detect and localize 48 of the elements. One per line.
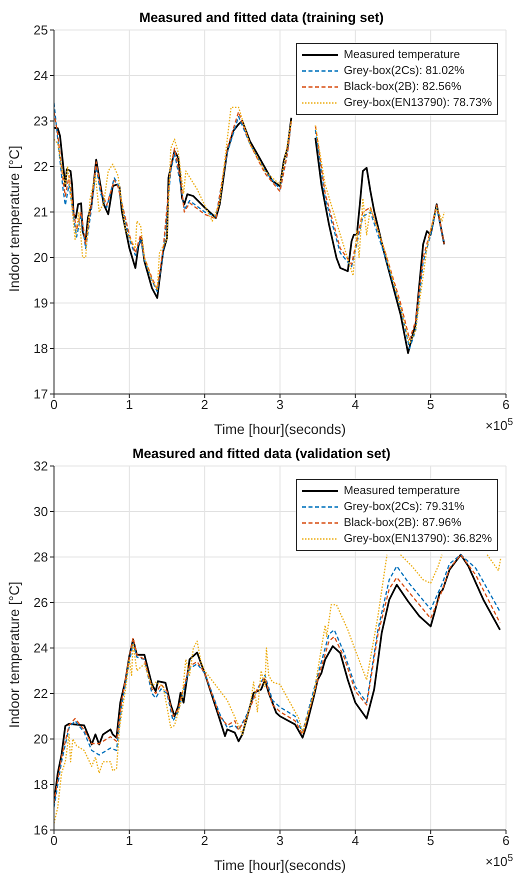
y-tick-label: 26 [34, 595, 48, 610]
y-tick-label: 18 [34, 777, 48, 792]
y-tick-label: 23 [34, 114, 48, 129]
x-tick-label: 4 [352, 833, 359, 848]
y-axis-title: Indoor temperature [°C] [6, 582, 22, 728]
y-tick-label: 17 [34, 386, 48, 402]
legend-label: Grey-box(EN13790): 78.73% [344, 97, 492, 109]
chart-title: Measured and fitted data (validation set) [132, 446, 391, 461]
y-tick-label: 18 [34, 341, 48, 356]
legend-label: Grey-box(2Cs): 81.02% [344, 65, 464, 77]
text: ×10$^{5}$ [485, 852, 514, 869]
y-tick-label: 20 [34, 250, 48, 266]
y-tick-label: 28 [34, 550, 48, 565]
y-tick-label: 24 [34, 640, 48, 656]
x-tick-label: 6 [502, 833, 510, 848]
x-tick-label: 3 [276, 833, 284, 848]
y-tick-label: 24 [34, 68, 48, 84]
x-tick-label: 0 [50, 833, 58, 848]
y-tick-label: 25 [34, 22, 48, 38]
x-tick-label: 2 [201, 397, 208, 412]
legend-label: Grey-box(2Cs): 79.31% [344, 501, 464, 513]
y-tick-label: 19 [34, 296, 48, 311]
text: ×10$^{5}$ [485, 416, 514, 433]
y-axis-title: Indoor temperature [°C] [6, 146, 22, 292]
legend-label: Measured temperature [344, 49, 460, 61]
x-tick-label: 2 [201, 833, 208, 848]
x-tick-label: 0 [50, 397, 58, 412]
y-tick-label: 21 [34, 204, 48, 220]
y-tick-label: 16 [34, 822, 48, 838]
y-tick-label: 20 [34, 732, 48, 747]
x-axis-title: Time [hour](seconds) [214, 421, 346, 437]
x-tick-label: 4 [352, 397, 359, 412]
y-tick-label: 32 [34, 458, 48, 474]
legend-label: Grey-box(EN13790): 36.82% [344, 533, 492, 545]
x-axis-title: Time [hour](seconds) [214, 857, 346, 873]
x-tick-label: 1 [126, 397, 133, 412]
legend-label: Measured temperature [344, 485, 460, 497]
x-tick-label: 6 [502, 397, 510, 412]
legend-label: Black-box(2B): 87.96% [344, 517, 462, 529]
y-tick-label: 22 [34, 159, 48, 174]
legend-label: Black-box(2B): 82.56% [344, 81, 462, 93]
x-tick-label: 1 [126, 833, 133, 848]
y-tick-label: 30 [34, 504, 48, 520]
x-tick-label: 5 [427, 833, 434, 848]
y-tick-label: 22 [34, 686, 48, 702]
chart-title: Measured and fitted data (training set) [139, 10, 384, 25]
x-tick-label: 5 [427, 397, 434, 412]
x-tick-label: 3 [276, 397, 284, 412]
